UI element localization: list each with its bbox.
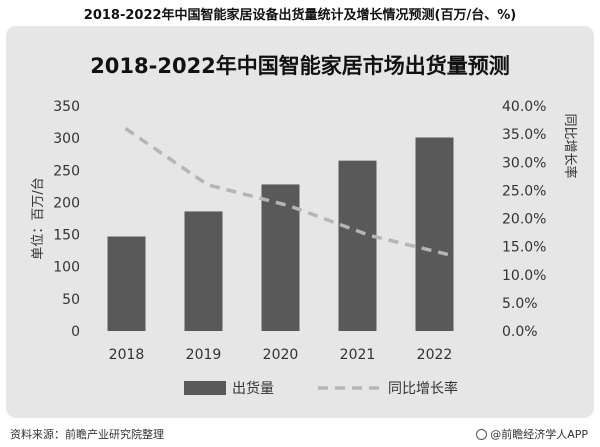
y-left-tick-label: 150 xyxy=(53,228,80,244)
legend-bar-swatch xyxy=(184,381,226,395)
source-note: 资料来源：前瞻产业研究院整理 xyxy=(10,428,164,441)
brand-credit-text: @前瞻经济学人APP xyxy=(490,428,588,441)
x-tick-label: 2018 xyxy=(109,347,145,363)
y-left-tick-label: 0 xyxy=(71,324,80,340)
bar xyxy=(415,137,454,331)
page-title: 2018-2022年中国智能家居设备出货量统计及增长情况预测(百万/台、%) xyxy=(83,8,517,23)
y-left-tick-label: 100 xyxy=(53,260,80,276)
growth-rate-line xyxy=(124,127,451,257)
y-right-tick-label: 0.0% xyxy=(502,324,538,340)
y-right-axis-label: 同比增长率 xyxy=(562,113,578,178)
bar xyxy=(338,160,377,331)
legend-bar-label: 出货量 xyxy=(232,380,274,397)
bar xyxy=(184,211,223,331)
y-right-tick-label: 15.0% xyxy=(502,240,546,256)
y-left-tick-label: 50 xyxy=(62,292,80,308)
x-tick-label: 2020 xyxy=(263,347,299,363)
chart-title: 2018-2022年中国智能家居市场出货量预测 xyxy=(90,54,510,78)
y-right-tick-label: 30.0% xyxy=(502,155,546,171)
y-left-tick-label: 200 xyxy=(53,195,80,211)
x-tick-label: 2021 xyxy=(340,347,376,363)
x-tick-label: 2019 xyxy=(186,347,222,363)
y-right-tick-label: 25.0% xyxy=(502,183,546,199)
y-left-axis-label: 单位：百万/台 xyxy=(31,177,46,259)
y-right-tick-label: 5.0% xyxy=(502,296,538,312)
legend-line-label: 同比增长率 xyxy=(388,380,458,397)
brand-logo-icon xyxy=(476,429,488,440)
brand-credit: @前瞻经济学人APP xyxy=(476,426,588,442)
x-tick-label: 2022 xyxy=(417,347,453,363)
y-right-tick-label: 10.0% xyxy=(502,268,546,284)
bar xyxy=(107,236,146,331)
y-right-tick-label: 20.0% xyxy=(502,212,546,228)
y-left-tick-label: 300 xyxy=(53,131,80,147)
y-right-tick-label: 40.0% xyxy=(502,99,546,115)
y-left-tick-label: 250 xyxy=(53,163,80,179)
y-left-tick-label: 350 xyxy=(53,99,80,115)
chart-panel xyxy=(6,26,594,418)
y-right-tick-label: 35.0% xyxy=(502,127,546,143)
